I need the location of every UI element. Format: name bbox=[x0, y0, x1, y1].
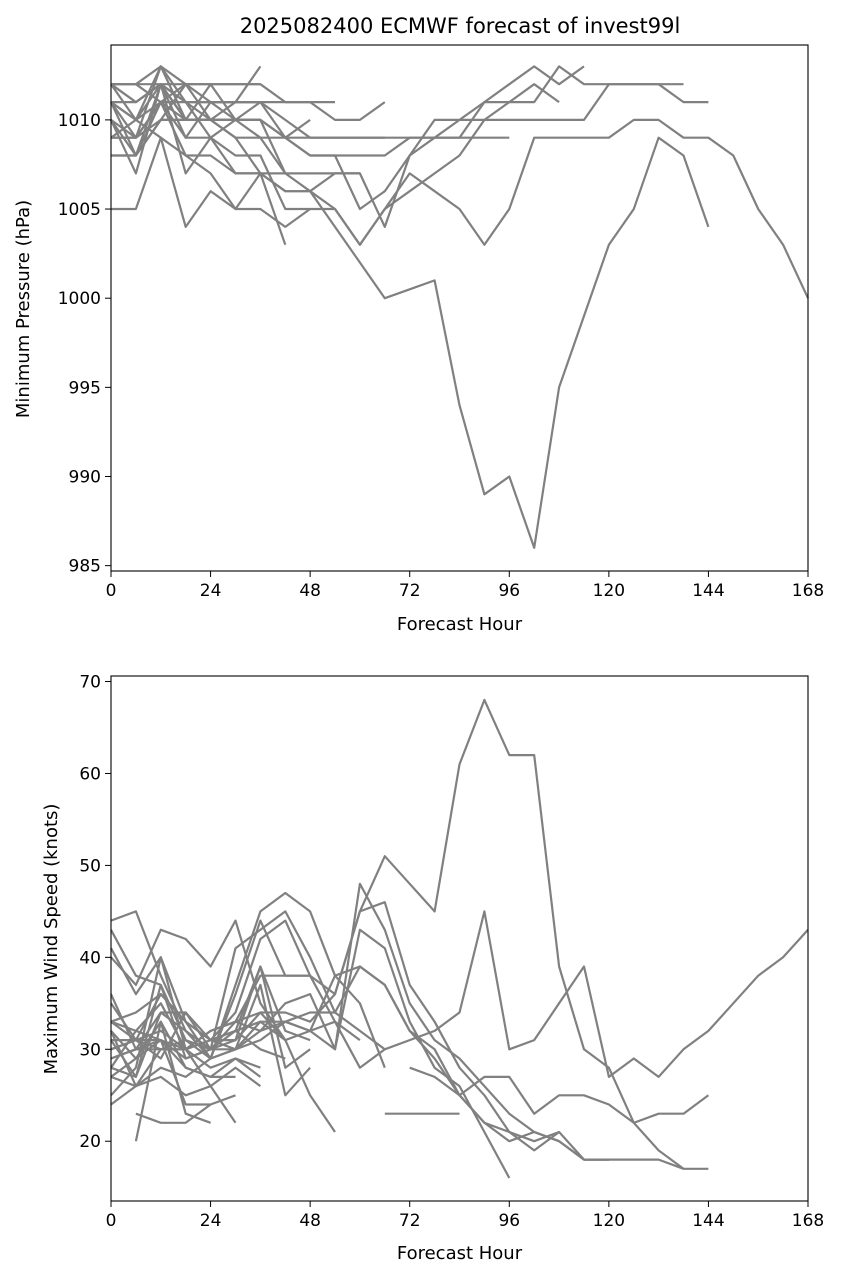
pressure-x-tick-label: 120 bbox=[593, 581, 625, 601]
wind-y-axis-label: Maximum Wind Speed (knots) bbox=[41, 804, 62, 1075]
pressure-series-line-2 bbox=[110, 83, 809, 299]
wind-x-tick-label: 72 bbox=[399, 1211, 421, 1231]
pressure-y-tick-label: 995 bbox=[69, 378, 101, 398]
pressure-series-line-18 bbox=[110, 83, 287, 246]
wind-panel: 0 24 48 72 96 120 144 168 20 30 40 50 60 70 Forecast… bbox=[41, 673, 824, 1264]
wind-series-line-27 bbox=[409, 1066, 560, 1143]
wind-series-line-7 bbox=[110, 928, 511, 1179]
pressure-x-tick-label: 24 bbox=[200, 581, 222, 601]
wind-series-line-15 bbox=[110, 983, 311, 1097]
pressure-y-tick-label: 985 bbox=[69, 557, 101, 577]
pressure-y-tick-label: 1010 bbox=[58, 111, 101, 131]
wind-series-line-10 bbox=[110, 919, 361, 1060]
pressure-x-tick-label: 144 bbox=[692, 581, 724, 601]
wind-series-line-22 bbox=[110, 1039, 236, 1106]
wind-y-tick-label: 60 bbox=[79, 764, 101, 784]
pressure-y-tick-label: 1000 bbox=[58, 289, 101, 309]
wind-series-line-21 bbox=[110, 1075, 237, 1124]
pressure-series-line-19 bbox=[110, 83, 261, 121]
wind-y-tick-label: 30 bbox=[79, 1040, 101, 1060]
wind-series-line-11 bbox=[110, 919, 336, 1133]
pressure-y-tick-label: 990 bbox=[69, 467, 101, 487]
pressure-panel: 0 24 48 72 96 120 144 168 985 990 995 1000 1005 1010… bbox=[13, 44, 824, 635]
pressure-y-axis-label: Minimum Pressure (hPa) bbox=[13, 200, 34, 418]
wind-series-line-25 bbox=[134, 1020, 211, 1142]
wind-plot-frame bbox=[110, 675, 809, 1202]
pressure-plot-frame bbox=[110, 44, 809, 572]
wind-y-tick-label: 50 bbox=[79, 856, 101, 876]
wind-x-tick-label: 48 bbox=[299, 1211, 321, 1231]
wind-series-line-2 bbox=[110, 910, 809, 1106]
wind-series-line-1 bbox=[110, 698, 709, 1170]
wind-x-tick-label: 168 bbox=[792, 1211, 824, 1231]
pressure-x-tick-label: 48 bbox=[299, 581, 321, 601]
chart-title: 2025082400 ECMWF forecast of invest99l bbox=[240, 14, 681, 38]
pressure-x-tick-label: 168 bbox=[792, 581, 824, 601]
pressure-series-line-8 bbox=[110, 83, 510, 157]
pressure-x-tick-label: 96 bbox=[498, 581, 520, 601]
wind-x-tick-label: 120 bbox=[593, 1211, 625, 1231]
pressure-x-axis-label: Forecast Hour bbox=[397, 614, 523, 635]
wind-x-tick-label: 0 bbox=[106, 1211, 117, 1231]
pressure-series-line-20 bbox=[111, 118, 261, 139]
wind-series-line-28 bbox=[558, 1140, 609, 1161]
wind-y-tick-label: 20 bbox=[79, 1132, 101, 1152]
wind-series-line-16 bbox=[110, 1002, 287, 1060]
pressure-x-tick-label: 0 bbox=[106, 581, 117, 601]
pressure-y-tick-label: 1005 bbox=[58, 200, 101, 220]
wind-x-tick-label: 96 bbox=[498, 1211, 520, 1231]
pressure-x-tick-label: 72 bbox=[399, 581, 421, 601]
pressure-series-line-3 bbox=[111, 65, 709, 228]
wind-x-axis-label: Forecast Hour bbox=[397, 1243, 523, 1264]
wind-y-tick-label: 70 bbox=[79, 673, 101, 693]
wind-y-tick-label: 40 bbox=[79, 948, 101, 968]
wind-series-line-14 bbox=[110, 965, 311, 1069]
wind-series-line-24 bbox=[135, 1103, 212, 1124]
wind-x-tick-label: 24 bbox=[200, 1211, 222, 1231]
wind-series-line-23 bbox=[110, 1020, 236, 1078]
wind-series-line-17 bbox=[110, 983, 286, 1078]
wind-x-tick-label: 144 bbox=[692, 1211, 724, 1231]
wind-series-line-9 bbox=[110, 910, 386, 1051]
